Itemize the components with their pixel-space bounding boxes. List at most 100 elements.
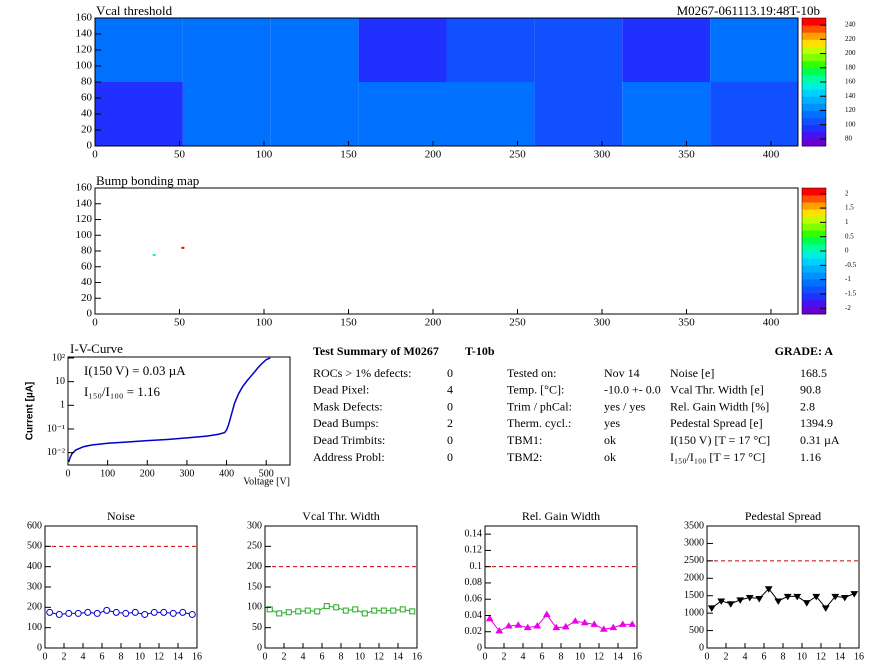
y-tick-label: 1	[60, 400, 65, 411]
marker	[590, 620, 599, 627]
y-tick-label: 2000	[684, 573, 704, 584]
marker	[112, 608, 120, 616]
y-tick-label: 100	[247, 602, 262, 613]
y-tick-label: 200	[247, 561, 262, 572]
y-tick-label: 60	[81, 92, 93, 104]
y-tick-label: 0	[87, 308, 93, 320]
colorbar-cell	[802, 230, 826, 238]
x-tick-label: 150	[340, 317, 357, 329]
y-tick-label: 0.02	[465, 626, 483, 637]
y-tick-label: 0	[699, 642, 704, 653]
x-tick-label: 100	[256, 149, 273, 161]
x-tick-label: 400	[763, 317, 780, 329]
colorbar-cell	[802, 279, 826, 287]
marker	[122, 609, 130, 617]
heatmap-block	[622, 82, 711, 146]
marker	[850, 591, 859, 598]
x-tick-label: 6	[320, 651, 325, 662]
colorbar-cell	[802, 138, 826, 147]
colorbar-cell	[802, 60, 826, 69]
colorbar-cell	[802, 96, 826, 104]
colorbar-cell	[802, 223, 826, 231]
plot-frame	[484, 525, 638, 649]
marker	[618, 620, 627, 627]
heatmap-block	[534, 18, 623, 82]
x-tick-label: 10	[575, 651, 585, 662]
marker	[599, 625, 608, 632]
y-tick-label: 0.1	[470, 561, 483, 572]
marker	[745, 594, 754, 602]
plot-frame	[94, 187, 799, 315]
chart-title: Rel. Gain Width	[522, 509, 600, 523]
x-tick-label: 10	[135, 651, 145, 662]
marker	[812, 593, 821, 601]
plot-frame	[264, 525, 418, 649]
marker	[188, 610, 196, 618]
y-tick-label: 0.14	[465, 528, 483, 539]
heatmap-block	[446, 82, 535, 146]
y-tick-label: 80	[81, 76, 93, 88]
y-tick-label: 10⁻¹	[47, 423, 65, 434]
summary-value: 2.8	[800, 399, 815, 413]
summary-label: Temp. [°C]:	[507, 383, 564, 397]
colorbar-label: 160	[845, 78, 856, 86]
y-tick-label: 3500	[684, 520, 704, 531]
marker	[285, 609, 292, 616]
colorbar-cell	[802, 124, 826, 133]
marker	[295, 608, 302, 615]
x-tick-label: 50	[174, 149, 186, 161]
x-tick-label: 300	[594, 317, 611, 329]
summary-label: Therm. cycl.:	[507, 416, 571, 430]
y-tick-label: 40	[81, 276, 93, 288]
colorbar-cell	[802, 251, 826, 259]
marker	[783, 593, 792, 601]
y-tick-label: 10²	[52, 352, 65, 363]
x-tick-label: 6	[100, 651, 105, 662]
summary-label: Address Probl:	[313, 450, 385, 464]
y-tick-label: 10	[55, 376, 65, 387]
marker	[74, 609, 82, 617]
colorbar-label: 2	[845, 189, 849, 197]
marker	[342, 607, 349, 614]
y-tick-label: 500	[27, 541, 42, 552]
summary-module: T-10b	[465, 344, 495, 358]
colorbar-label: 100	[845, 120, 856, 128]
plot-frame	[67, 356, 291, 466]
chart-title: Bump bonding map	[96, 173, 199, 188]
summary-value: ok	[604, 433, 616, 447]
summary-label: I(150 V) [T = 17 °C]	[670, 433, 770, 447]
dead-bump	[181, 246, 185, 249]
plot-frame	[44, 525, 198, 649]
x-tick-label: 300	[594, 149, 611, 161]
chart-title: I-V-Curve	[70, 341, 123, 356]
x-tick-label: 300	[179, 468, 194, 479]
heatmap-block	[182, 18, 271, 82]
x-tick-label: 350	[678, 317, 695, 329]
x-tick-label: 500	[259, 468, 274, 479]
x-tick-label: 0	[263, 651, 268, 662]
heatmap-block	[95, 82, 183, 146]
heatmap-block	[358, 82, 447, 146]
y-tick-label: 0.04	[465, 610, 483, 621]
y-tick-label: 3000	[684, 538, 704, 549]
y-tick-label: 160	[76, 182, 93, 194]
heatmap-block	[270, 18, 359, 82]
marker	[755, 596, 764, 603]
y-tick-label: 120	[76, 213, 93, 225]
summary-value: -10.0 +- 0.0	[604, 383, 661, 397]
marker	[409, 608, 416, 615]
x-tick-label: 12	[594, 651, 604, 662]
colorbar-label: -0.5	[845, 261, 857, 269]
x-tick-label: 16	[632, 651, 642, 662]
y-axis-label: Current [µA]	[25, 382, 36, 441]
marker	[352, 606, 359, 613]
series-line	[711, 587, 855, 609]
y-tick-label: 1000	[684, 607, 704, 618]
y-tick-label: 2500	[684, 555, 704, 566]
y-tick-label: 400	[27, 561, 42, 572]
y-tick-label: 160	[76, 12, 93, 24]
colorbar-label: 1	[845, 218, 849, 226]
y-tick-label: 0.12	[465, 545, 483, 556]
summary-label: TBM2:	[507, 450, 542, 464]
